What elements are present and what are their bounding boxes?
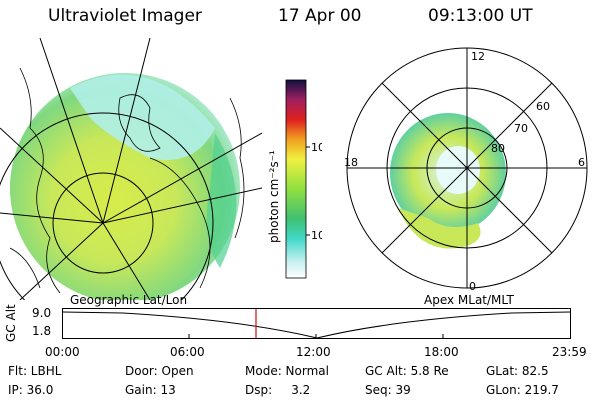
aurora-band [206, 133, 237, 268]
x-tick-0000: 00:00 [45, 345, 80, 359]
meridian [39, 38, 104, 224]
colorbar-unit-label: photon cm⁻²s⁻¹ [267, 150, 281, 243]
colorbar-scale [285, 79, 307, 279]
aurora-oval [390, 113, 506, 249]
app-title: Ultraviolet Imager [48, 6, 202, 26]
meridian [0, 127, 104, 224]
geographic-label: Geographic Lat/Lon [70, 293, 188, 307]
ip-info: IP: 36.0 [8, 383, 54, 397]
lat-80-label: 80 [491, 142, 505, 155]
filter-info: Flt: LBHL [8, 364, 62, 378]
dsp-info: Dsp: 3.2 [245, 383, 311, 397]
mlt-6-label: 6 [578, 156, 585, 169]
alt-y-bottom: 1.8 [32, 324, 52, 338]
colorbar-tick-10: 10 [311, 229, 322, 242]
colorbar: 100 10 photon cm⁻²s⁻¹ [267, 79, 322, 279]
date-label: 17 Apr 00 [278, 6, 362, 26]
altitude-strip [62, 308, 571, 339]
mlt-12-label: 12 [471, 50, 485, 63]
lat-circle-outer [0, 112, 214, 300]
meridian [102, 132, 262, 224]
time-label: 09:13:00 UT [428, 6, 533, 26]
polar-label: Apex MLat/MLT [424, 293, 514, 307]
altitude-frame [62, 308, 571, 339]
seq-info: Seq: 39 [365, 383, 411, 397]
alt-ylabel: GC Alt [4, 304, 18, 342]
geographic-image [0, 38, 262, 300]
mode-info: Mode: Normal [245, 364, 329, 378]
colorbar-tick-100: 100 [311, 141, 322, 154]
meridian [102, 222, 151, 300]
alt-y-top: 9.0 [32, 306, 52, 320]
x-tick-0600: 06:00 [170, 345, 205, 359]
meridian [19, 222, 104, 300]
gain-info: Gain: 13 [125, 383, 176, 397]
glat-info: GLat: 82.5 [486, 364, 549, 378]
mlt-0-label: 0 [469, 280, 476, 293]
coastlines [9, 67, 245, 294]
meridian [0, 212, 104, 224]
x-tick-1200: 12:00 [296, 345, 331, 359]
glon-info: GLon: 219.7 [486, 383, 559, 397]
lat-circle-inner [52, 172, 154, 274]
meridian [102, 38, 151, 224]
lat-60-label: 60 [536, 100, 550, 113]
meridian [102, 187, 262, 224]
lat-70-label: 70 [514, 122, 528, 135]
gc-alt-info: GC Alt: 5.8 Re [365, 364, 449, 378]
door-info: Door: Open [125, 364, 194, 378]
aurora-cap [70, 74, 215, 160]
polar-plot: 12 18 6 0 60 70 80 [344, 47, 588, 293]
x-tick-2359: 23:59 [552, 345, 587, 359]
mlt-diagonal [381, 82, 553, 254]
altitude-curve [62, 311, 571, 339]
x-tick-1800: 18:00 [424, 345, 459, 359]
mlt-18-label: 18 [344, 156, 358, 169]
